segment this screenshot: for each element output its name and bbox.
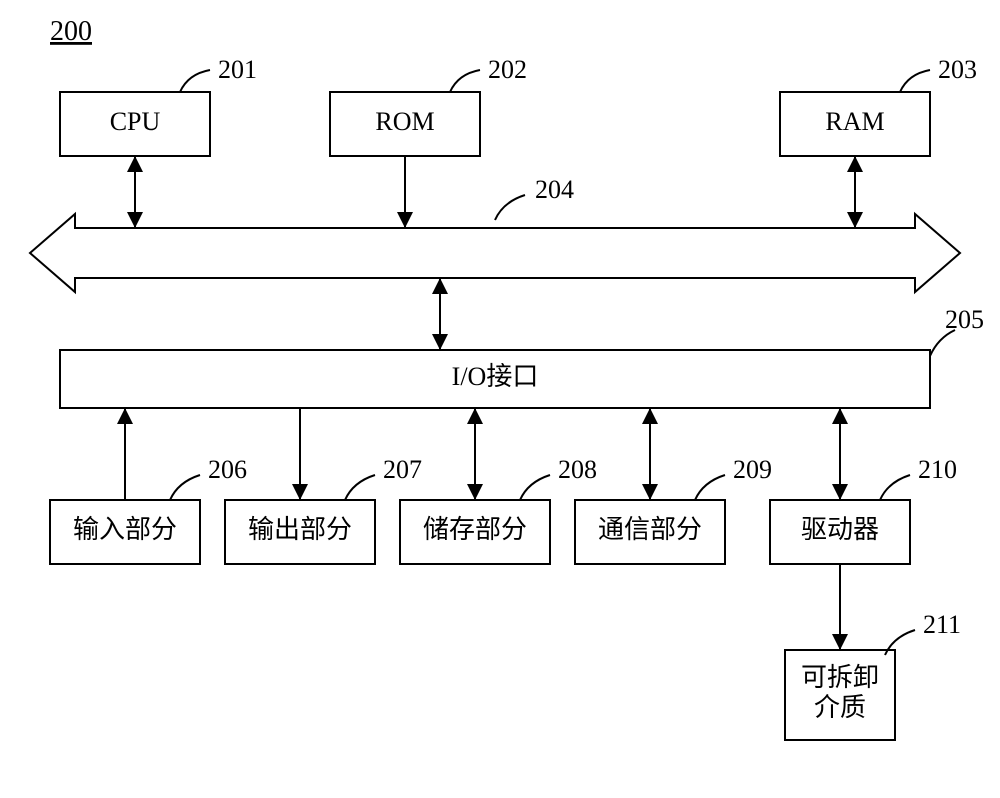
comm-ref: 209 (733, 455, 772, 484)
storage-ref: 208 (558, 455, 597, 484)
rom-ref: 202 (488, 55, 527, 84)
comm-label: 通信部分 (598, 515, 702, 544)
output-label: 输出部分 (248, 515, 352, 544)
driver-ref-leader (880, 475, 910, 500)
ram-ref: 203 (938, 55, 977, 84)
ram-ref-leader (900, 70, 930, 92)
comm-ref-leader (695, 475, 725, 500)
cpu-ref: 201 (218, 55, 257, 84)
rom-label: ROM (375, 107, 434, 136)
cpu-label: CPU (110, 107, 161, 136)
cpu-ref-leader (180, 70, 210, 92)
io-label: I/O接口 (452, 362, 539, 391)
output-ref: 207 (383, 455, 422, 484)
rom-ref-leader (450, 70, 480, 92)
removable-label-1: 介质 (814, 693, 866, 722)
input-ref: 206 (208, 455, 247, 484)
input-label: 输入部分 (73, 515, 177, 544)
input-ref-leader (170, 475, 200, 500)
bus-ref: 204 (535, 175, 574, 204)
ram-label: RAM (825, 107, 884, 136)
io-ref: 205 (945, 305, 984, 334)
output-ref-leader (345, 475, 375, 500)
system-bus (30, 214, 960, 292)
removable-label-0: 可拆卸 (801, 663, 879, 692)
driver-ref: 210 (918, 455, 957, 484)
figure-ref: 200 (50, 16, 92, 47)
storage-ref-leader (520, 475, 550, 500)
bus-ref-leader (495, 195, 525, 220)
storage-label: 储存部分 (423, 515, 527, 544)
driver-label: 驱动器 (801, 515, 879, 544)
removable-ref: 211 (923, 610, 961, 639)
system-block-diagram: 200 204 CPU 201 ROM 202 RAM 203 I/O接口 205 输入部分 206 输… (0, 0, 1000, 798)
